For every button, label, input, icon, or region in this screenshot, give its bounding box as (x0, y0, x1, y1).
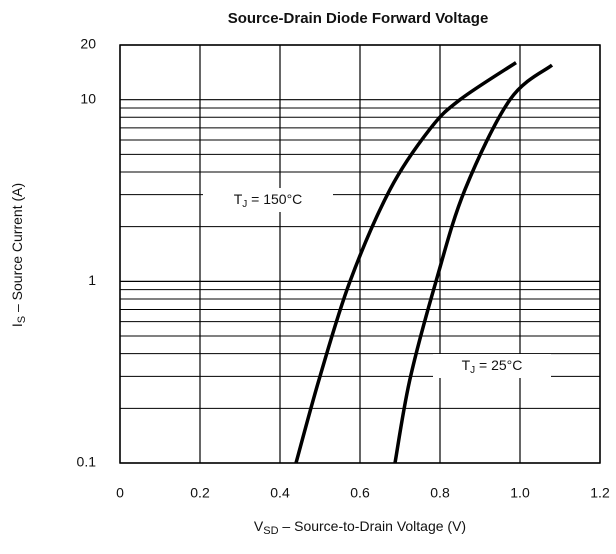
annotation: TJ = 150°C (234, 191, 303, 210)
x-tick-label: 0.8 (430, 485, 450, 501)
y-axis-label: IS – Source Current (A) (9, 183, 28, 327)
x-tick-label: 0.2 (190, 485, 210, 501)
x-tick-label: 1.0 (510, 485, 530, 501)
y-tick-label: 1 (88, 272, 96, 288)
annotation-sub: J (242, 199, 247, 210)
x-tick-label: 1.2 (590, 485, 610, 501)
y-label-sub: S (16, 316, 28, 323)
annotation: TJ = 25°C (462, 357, 523, 376)
annotation-bg (433, 354, 551, 378)
annotation-sub: J (470, 365, 475, 376)
series-line (294, 61, 517, 464)
annotation-main: T (462, 357, 471, 373)
annotation-main: T (234, 191, 243, 207)
y-tick-label: 0.1 (77, 454, 97, 470)
x-tick-label: 0 (116, 485, 124, 501)
x-tick-label: 0.6 (350, 485, 370, 501)
y-tick-label: 20 (80, 36, 96, 52)
x-label-rest: – Source-to-Drain Voltage (V) (279, 518, 467, 534)
x-label-sub: SD (263, 525, 278, 537)
x-axis-label: VSD – Source-to-Drain Voltage (V) (254, 518, 466, 537)
annotation-bg (203, 188, 333, 212)
y-label-main: I (9, 323, 25, 327)
x-label-main: V (254, 518, 264, 534)
x-tick-label: 0.4 (270, 485, 290, 501)
annotation-rest: = 25°C (475, 357, 522, 373)
annotation-rest: = 150°C (247, 191, 302, 207)
chart-title: Source-Drain Diode Forward Voltage (228, 10, 489, 27)
plot-frame (119, 44, 601, 464)
y-tick-label: 10 (80, 90, 96, 106)
series-line (393, 63, 554, 464)
y-label-rest: – Source Current (A) (9, 183, 25, 316)
